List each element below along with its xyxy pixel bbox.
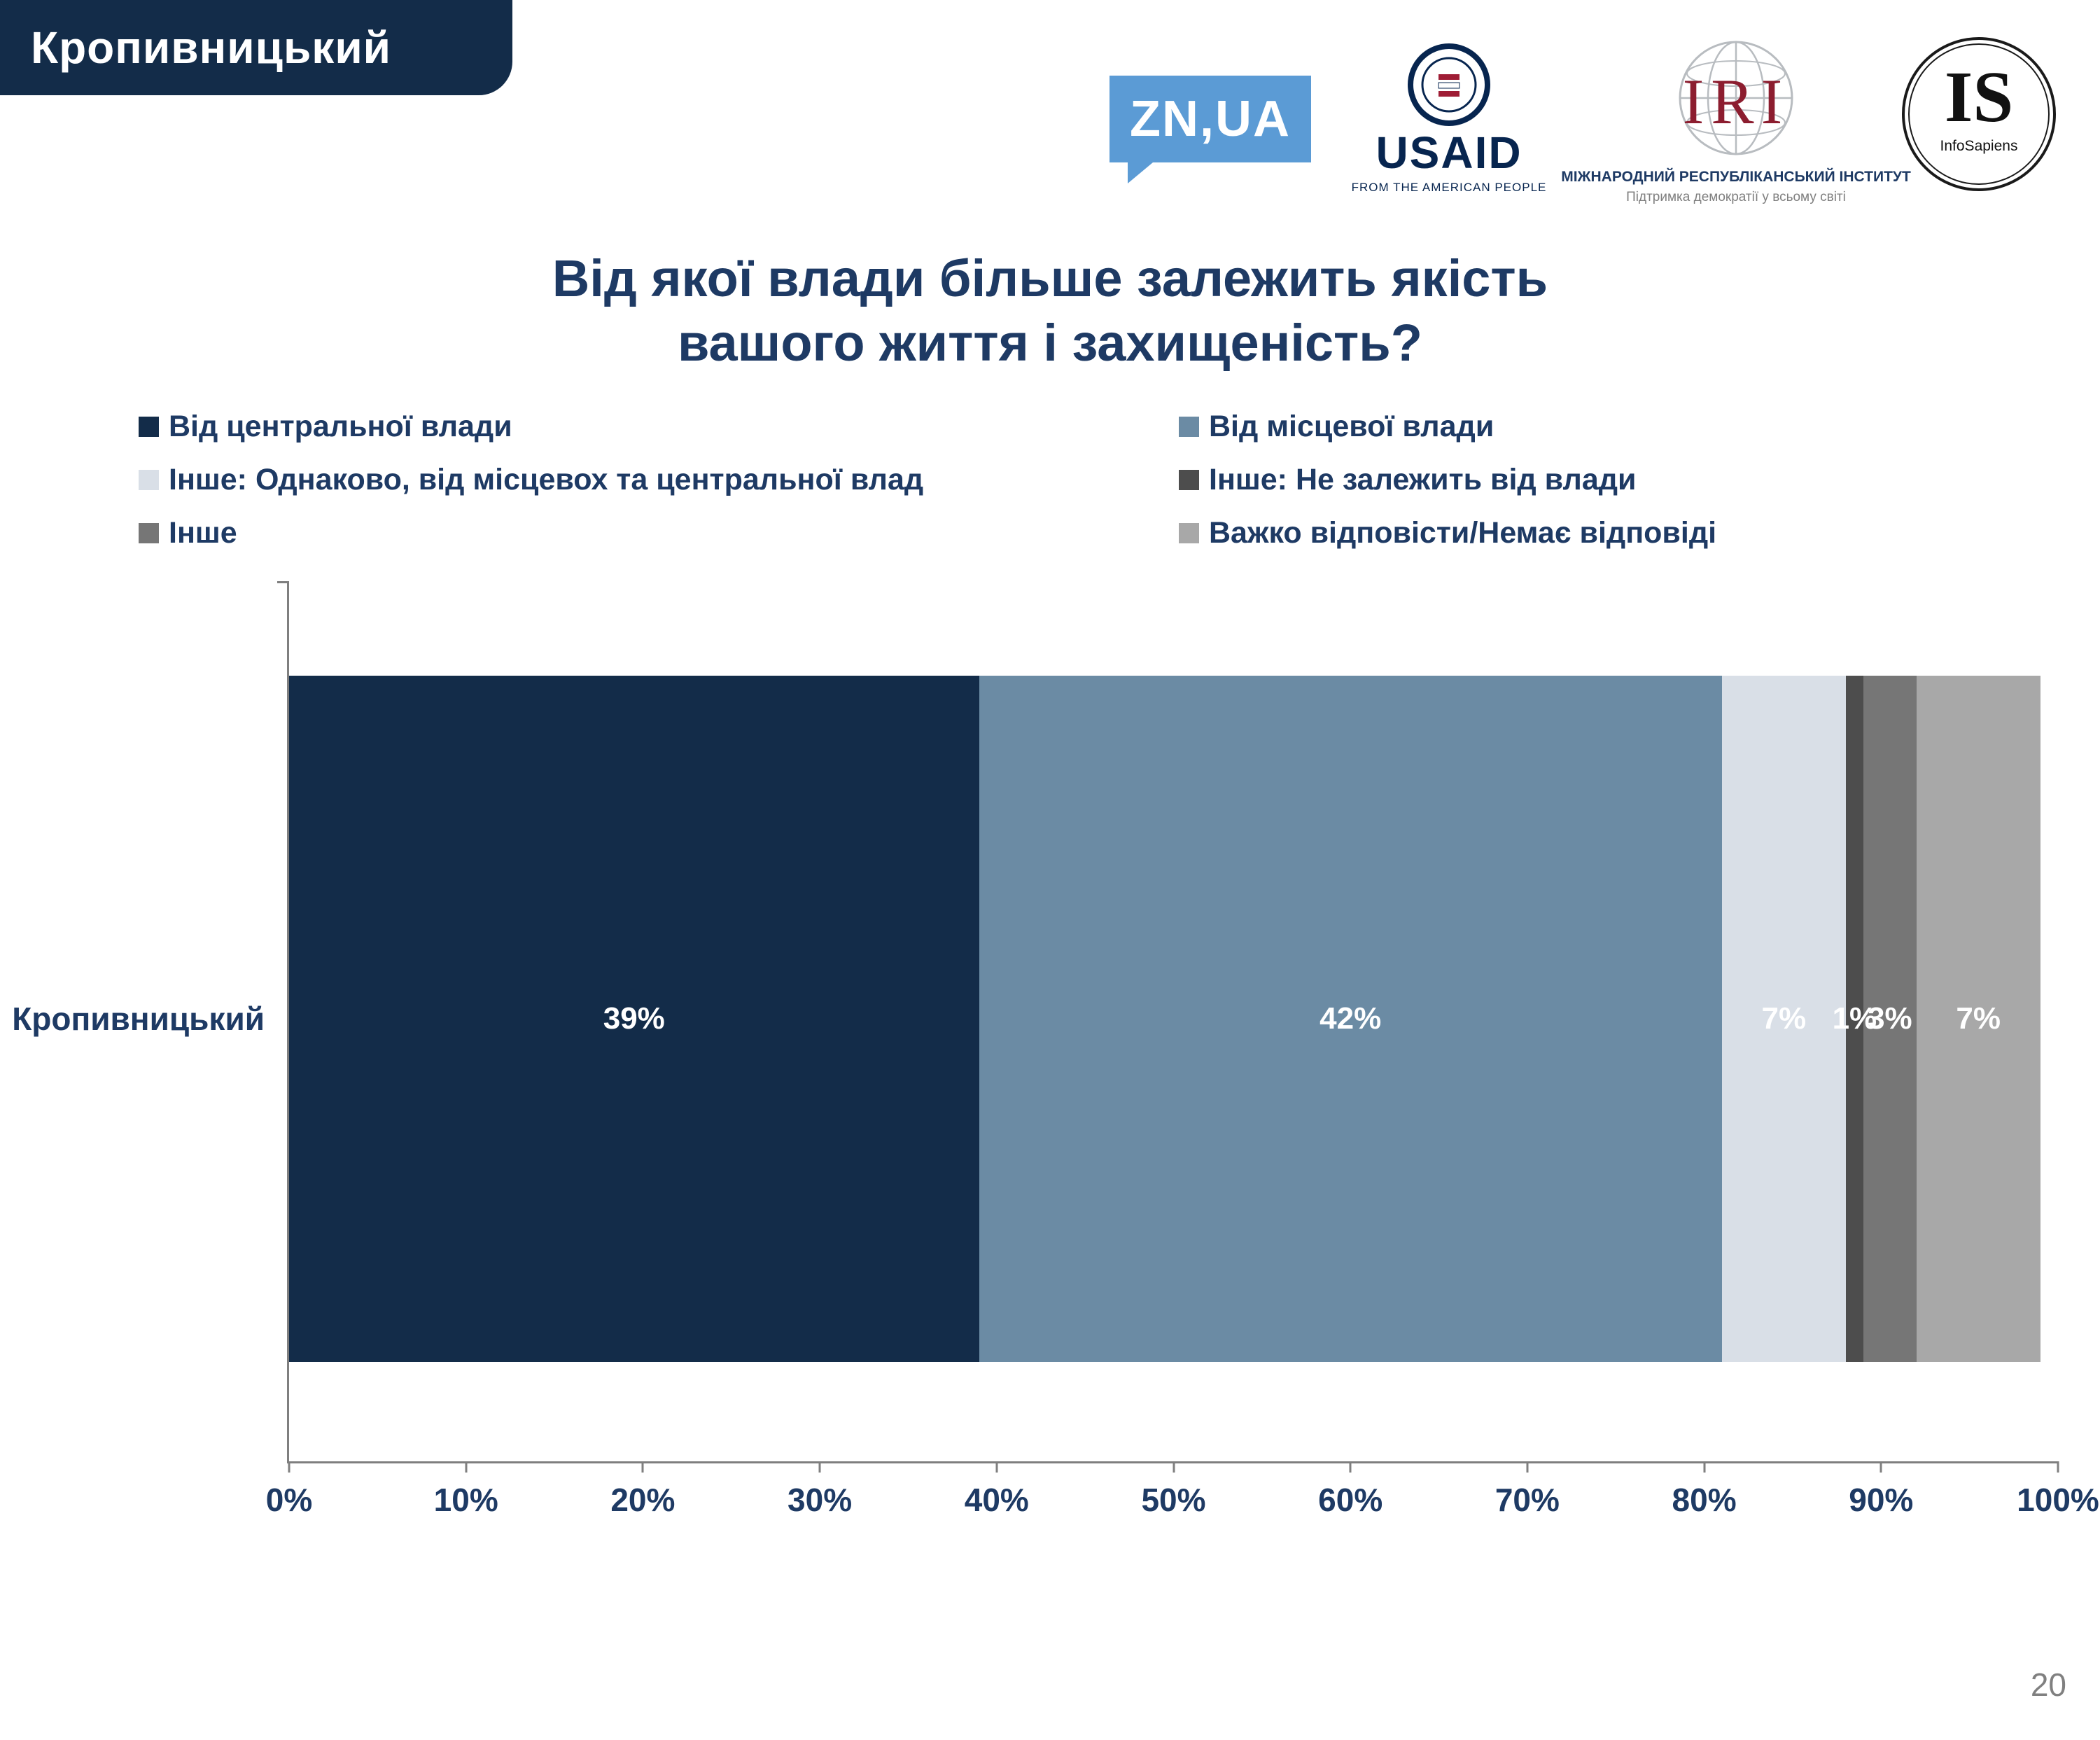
iri-wordmark: IRI (1682, 66, 1790, 137)
plot-area: Кропивницький 39% 42% 7% 1% 3% 7% 0% 10% 20% 30%… (12, 581, 2099, 1518)
x-axis-tick (465, 1461, 468, 1473)
bar-segment-label: 7% (1956, 1001, 2001, 1036)
infosapiens-logo: IS InfoSapiens (1898, 34, 2059, 195)
y-axis-tick (277, 581, 289, 583)
x-axis: 0% 10% 20% 30% 40% 50% 60% 70% 80% 90% 100% (266, 1461, 2099, 1545)
bar-segment: 7% (1916, 676, 2040, 1362)
usaid-wordmark: USAID (1376, 127, 1522, 178)
legend-swatch (1179, 470, 1199, 490)
iri-name-line: МІЖНАРОДНИЙ РЕСПУБЛІКАНСЬКИЙ ІНСТИТУТ (1561, 169, 1911, 185)
legend-label: Інше (169, 516, 237, 550)
legend-item: Інше (139, 516, 1179, 550)
legend-item: Важко відповісти/Немає відповіді (1179, 516, 1973, 550)
bar-segment-label: 39% (603, 1001, 665, 1036)
x-axis-tick-label: 70% (1494, 1482, 1560, 1518)
bar-segment: 39% (289, 676, 979, 1362)
legend-label: Від центральної влади (169, 410, 512, 443)
chart-title: Від якої влади більше залежить якість ва… (0, 246, 2100, 375)
legend-item: Від місцевої влади (1179, 410, 1973, 444)
legend-item: Інше: Однаково, від місцевох та централь… (139, 463, 1179, 497)
iri-globe-icon (1679, 41, 1793, 155)
bar-segment-label: 42% (1320, 1001, 1382, 1036)
x-axis-tick (2057, 1461, 2059, 1473)
x-axis-tick-label: 50% (1141, 1482, 1206, 1518)
usaid-tagline: FROM THE AMERICAN PEOPLE (1351, 181, 1547, 194)
x-axis-tick-label: 40% (964, 1482, 1029, 1518)
legend-item: Інше: Не залежить від влади (1179, 463, 1973, 497)
category-label: Кропивницький (12, 1001, 265, 1037)
iri-tagline: Підтримка демократії у всьому світі (1626, 190, 1846, 204)
iri-globe-wrap: IRI (1610, 39, 1862, 165)
iri-logo: IRI МІЖНАРОДНИЙ РЕСПУБЛІКАНСЬКИЙ ІНСТИТУ… (1561, 39, 1911, 205)
x-axis-tick-label: 10% (433, 1482, 498, 1518)
bar-segment-label: 7% (1761, 1001, 1807, 1036)
stacked-bar: 39% 42% 7% 1% 3% 7% (289, 676, 2058, 1362)
x-axis-tick-label: 30% (788, 1482, 853, 1518)
legend-label: Інше: Не залежить від влади (1209, 463, 1637, 496)
x-axis-tick (288, 1461, 290, 1473)
x-axis-tick (1526, 1461, 1529, 1473)
x-axis-tick (1879, 1461, 1882, 1473)
znua-logo-text: ZN,UA (1130, 91, 1291, 147)
usaid-seal-icon (1408, 43, 1490, 126)
page-number: 20 (2030, 1666, 2066, 1703)
bar-segment: 1% (1833, 676, 1877, 1362)
znua-logo-box: ZN,UA (1110, 76, 1311, 162)
x-axis-tick-label: 0% (265, 1482, 313, 1518)
bar-segment-label: 1% (1832, 1001, 1877, 1036)
x-axis-tick (995, 1461, 998, 1473)
infosapiens-circle-icon (1902, 37, 2056, 191)
chart-legend: Від центральної влади Від місцевої влади І… (139, 410, 1973, 550)
znua-speech-tail-icon (1128, 162, 1153, 183)
legend-label: Від місцевої влади (1209, 410, 1494, 443)
x-axis-tick-label: 20% (610, 1482, 676, 1518)
x-axis-tick (818, 1461, 821, 1473)
znua-logo: ZN,UA (1110, 76, 1311, 183)
legend-swatch (139, 417, 159, 437)
x-axis-tick (641, 1461, 644, 1473)
infosapiens-wordmark: IS (1944, 57, 2014, 137)
region-banner-label: Кропивницький (31, 22, 391, 73)
x-axis-tick (1703, 1461, 1706, 1473)
region-banner: Кропивницький (0, 0, 512, 95)
bar-segment: 7% (1721, 676, 1846, 1362)
legend-label: Інше: Однаково, від місцевох та централь… (169, 463, 924, 496)
chart-title-line2: вашого життя і захищеність? (677, 314, 1422, 372)
infosapiens-tagline: InfoSapiens (1940, 138, 2018, 154)
x-axis-tick (1349, 1461, 1352, 1473)
usaid-logo: USAID FROM THE AMERICAN PEOPLE (1351, 43, 1547, 195)
bar-segment-label: 3% (1868, 1001, 1912, 1036)
legend-label: Важко відповісти/Немає відповіді (1209, 516, 1717, 550)
legend-item: Від центральної влади (139, 410, 1179, 444)
chart-title-line1: Від якої влади більше залежить якість (552, 249, 1548, 307)
x-axis-tick-label: 80% (1672, 1482, 1737, 1518)
x-axis-tick-label: 60% (1318, 1482, 1383, 1518)
legend-swatch (1179, 523, 1199, 543)
legend-swatch (1179, 417, 1199, 437)
x-axis-tick-label: 100% (2017, 1482, 2099, 1518)
legend-swatch (139, 523, 159, 543)
legend-swatch (139, 470, 159, 490)
x-axis-tick-label: 90% (1849, 1482, 1914, 1518)
bar-segment: 3% (1863, 676, 1917, 1362)
x-axis-tick (1172, 1461, 1175, 1473)
bar-segment: 42% (979, 676, 1722, 1362)
